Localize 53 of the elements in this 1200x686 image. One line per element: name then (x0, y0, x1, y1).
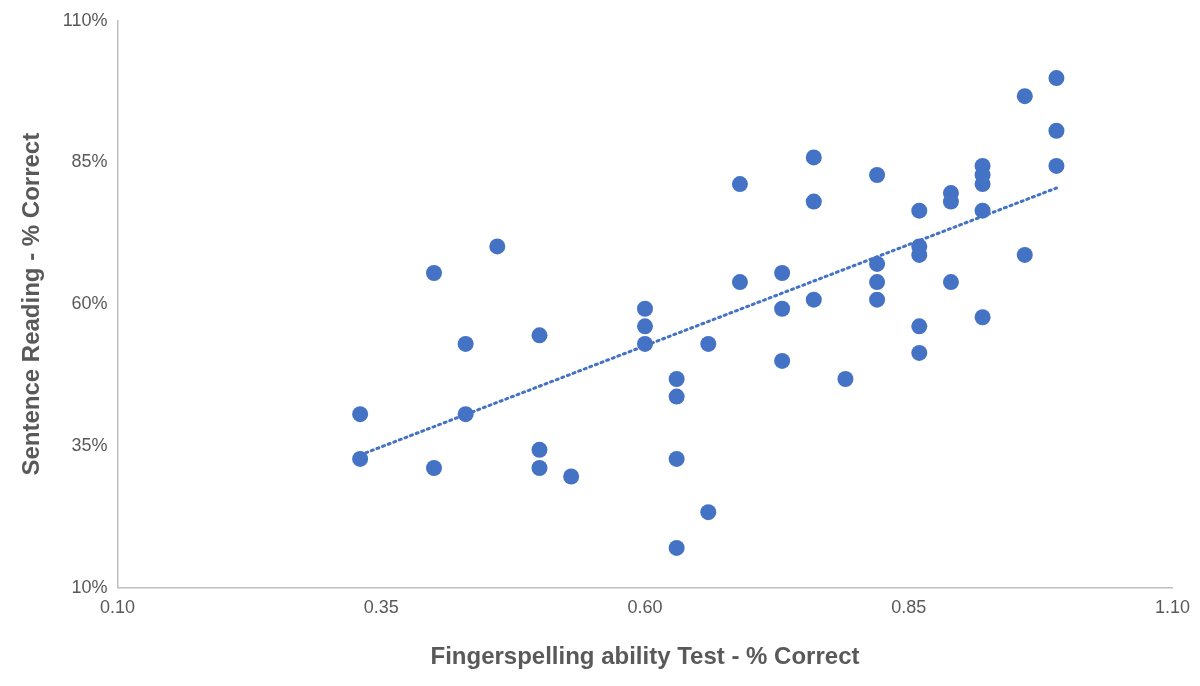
point (531, 460, 548, 477)
y-tick-label: 35% (71, 434, 108, 455)
point (869, 166, 886, 183)
point (352, 450, 369, 467)
point (668, 388, 685, 405)
y-tick-label: 60% (71, 293, 108, 314)
point (774, 300, 791, 317)
point (774, 265, 791, 282)
point (668, 539, 685, 556)
y-tick-label: 10% (71, 576, 108, 597)
point (700, 335, 717, 352)
point (731, 274, 748, 291)
point (563, 468, 580, 485)
x-axis-title: Fingerspelling ability Test - % Correct (430, 642, 860, 670)
x-tick-label: 0.10 (99, 597, 136, 618)
point (869, 255, 886, 272)
x-tick-label: 0.60 (627, 597, 663, 618)
point (731, 176, 748, 193)
x-tick-label: 0.85 (891, 597, 927, 618)
point (942, 274, 959, 291)
point (869, 291, 886, 308)
point (457, 335, 474, 352)
y-tick-label: 110% (62, 9, 108, 30)
point (911, 344, 928, 361)
x-tick-label: 0.35 (363, 597, 399, 618)
point (700, 504, 717, 521)
point (774, 352, 791, 369)
point (426, 460, 442, 477)
point (974, 309, 991, 326)
point (426, 265, 442, 282)
point (531, 441, 548, 458)
point (805, 193, 822, 210)
y-tick-label: 85% (71, 151, 108, 172)
point (668, 371, 685, 388)
point (1048, 70, 1065, 87)
point (911, 202, 928, 219)
point (911, 318, 928, 335)
point (1048, 122, 1065, 139)
point (668, 450, 685, 467)
point (1048, 157, 1065, 174)
point (869, 274, 886, 291)
point (1016, 246, 1033, 263)
point (805, 291, 822, 308)
x-tick-label: 1.10 (1154, 597, 1191, 618)
point (636, 300, 653, 317)
point (636, 318, 653, 335)
point (805, 149, 822, 166)
point (531, 327, 548, 344)
point (352, 406, 369, 423)
point (489, 238, 506, 255)
y-axis-title: Sentence Reading - % Correct (17, 132, 45, 476)
point (837, 371, 854, 388)
point (1016, 88, 1033, 105)
